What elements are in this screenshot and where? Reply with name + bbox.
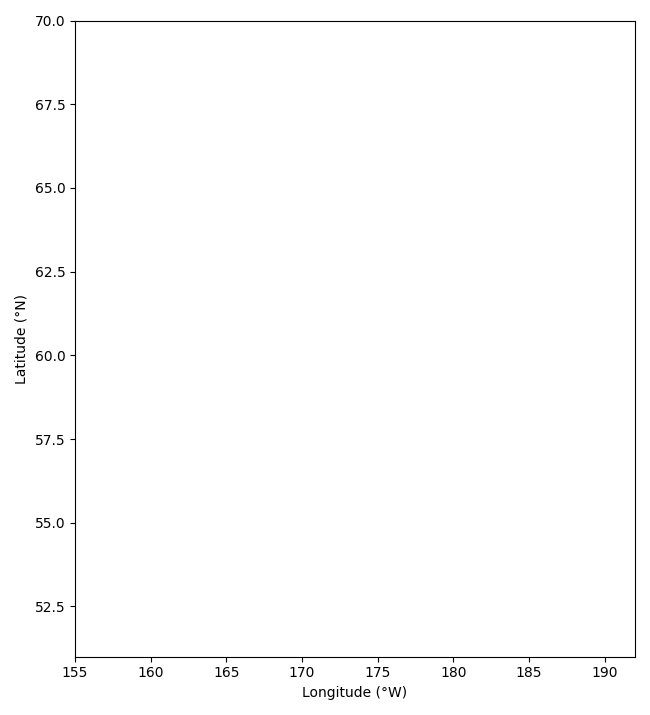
X-axis label: Longitude (°W): Longitude (°W) (302, 686, 408, 700)
Y-axis label: Latitude (°N): Latitude (°N) (15, 294, 29, 384)
